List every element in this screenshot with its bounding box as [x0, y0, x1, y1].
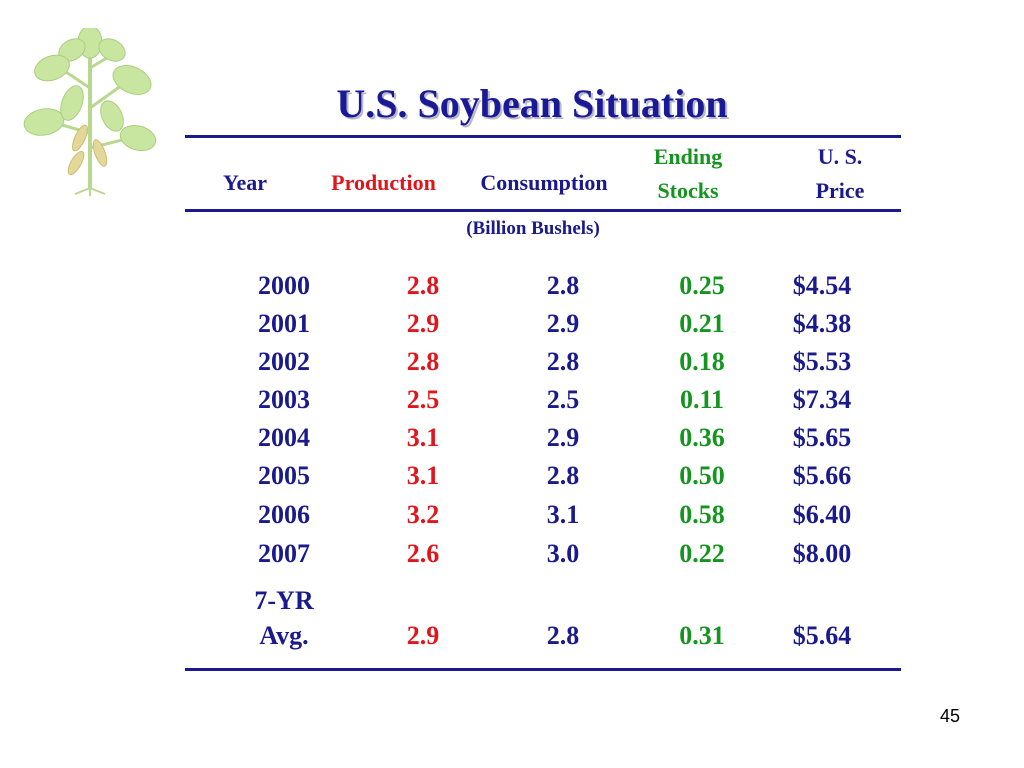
year-cell: 2001: [258, 309, 310, 338]
average-row: Avg. 2.9 2.8 0.31 $5.64: [0, 617, 1024, 655]
consumption-cell: 2.5: [546, 385, 580, 414]
table-row: 2003 2.5 2.5 0.11 $7.34: [0, 381, 1024, 419]
year-cell: 2004: [258, 423, 310, 452]
consumption-cell: 3.1: [546, 500, 580, 529]
production-cell: 2.9: [406, 309, 440, 338]
units-note: (Billion Bushels): [466, 218, 600, 239]
year-cell: 2005: [258, 461, 310, 490]
production-cell: 2.5: [406, 385, 440, 414]
consumption-cell: 3.0: [546, 539, 580, 568]
table-header-rule: [185, 209, 901, 212]
table-top-rule: [185, 135, 901, 138]
soybean-plant-icon: [23, 28, 157, 196]
table-row: 2002 2.8 2.8 0.18 $5.53: [0, 343, 1024, 381]
header-year: Year: [223, 170, 267, 195]
production-cell: 3.1: [406, 423, 440, 452]
consumption-cell: 2.9: [546, 309, 580, 338]
year-cell: 2002: [258, 347, 310, 376]
ending-stocks-cell: 0.18: [679, 347, 725, 376]
header-production: Production: [331, 170, 436, 195]
table-row: 2000 2.8 2.8 0.25 $4.54: [0, 267, 1024, 305]
price-cell: $4.38: [792, 309, 852, 338]
production-cell: 2.8: [406, 271, 440, 300]
ending-stocks-cell: 0.50: [679, 461, 725, 490]
header-consumption: Consumption: [480, 170, 608, 195]
price-cell: $4.54: [792, 271, 852, 300]
consumption-cell: 2.9: [546, 423, 580, 452]
consumption-cell: 2.8: [546, 271, 580, 300]
production-cell: 3.2: [406, 500, 440, 529]
year-cell: 2007: [258, 539, 310, 568]
price-cell: $5.65: [792, 423, 852, 452]
average-price-cell: $5.64: [792, 621, 852, 650]
header-price-line2: Price: [815, 178, 865, 203]
table-row: 2006 3.2 3.1 0.58 $6.40: [0, 496, 1024, 534]
ending-stocks-cell: 0.11: [679, 385, 725, 414]
consumption-cell: 2.8: [546, 461, 580, 490]
average-label-line2: Avg.: [259, 621, 309, 650]
year-cell: 2000: [258, 271, 310, 300]
ending-stocks-cell: 0.21: [679, 309, 725, 338]
header-ending-stocks-line2: Stocks: [657, 178, 719, 203]
production-cell: 2.8: [406, 347, 440, 376]
header-price-line1: U. S.: [817, 144, 863, 169]
ending-stocks-cell: 0.22: [679, 539, 725, 568]
ending-stocks-cell: 0.36: [679, 423, 725, 452]
table-row: 2005 3.1 2.8 0.50 $5.66: [0, 457, 1024, 495]
consumption-cell: 2.8: [546, 347, 580, 376]
page-number: 45: [939, 706, 961, 726]
header-ending-stocks-line1: Ending: [653, 144, 723, 169]
price-cell: $5.66: [792, 461, 852, 490]
average-consumption-cell: 2.8: [546, 621, 580, 650]
average-ending-stocks-cell: 0.31: [679, 621, 725, 650]
table-row: 2007 2.6 3.0 0.22 $8.00: [0, 535, 1024, 573]
slide-title: U.S. Soybean Situation: [336, 81, 728, 126]
price-cell: $7.34: [792, 385, 852, 414]
table-row: 2001 2.9 2.9 0.21 $4.38: [0, 305, 1024, 343]
price-cell: $5.53: [792, 347, 852, 376]
ending-stocks-cell: 0.25: [679, 271, 725, 300]
average-label-line1: 7-YR: [254, 586, 314, 615]
table-row: 2004 3.1 2.9 0.36 $5.65: [0, 419, 1024, 457]
year-cell: 2006: [258, 500, 310, 529]
year-cell: 2003: [258, 385, 310, 414]
table-bottom-rule: [185, 668, 901, 671]
ending-stocks-cell: 0.58: [679, 500, 725, 529]
production-cell: 3.1: [406, 461, 440, 490]
price-cell: $8.00: [792, 539, 852, 568]
price-cell: $6.40: [792, 500, 852, 529]
average-production-cell: 2.9: [406, 621, 440, 650]
production-cell: 2.6: [406, 539, 440, 568]
